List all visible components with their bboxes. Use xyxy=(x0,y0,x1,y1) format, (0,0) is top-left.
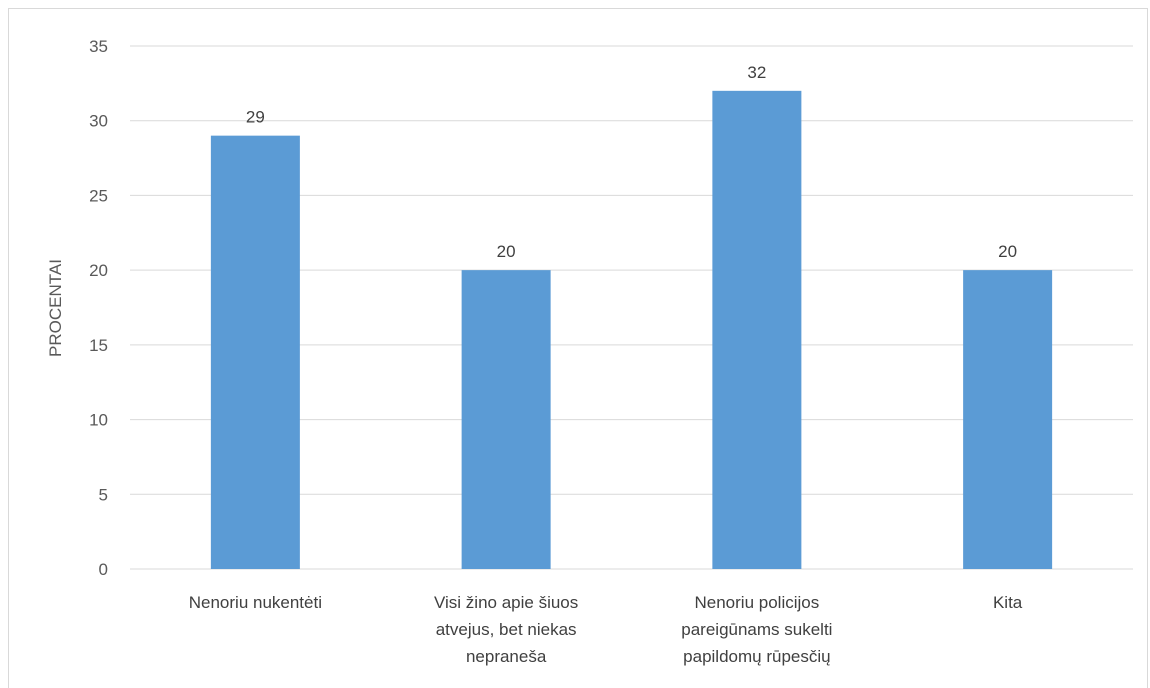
x-category-label: Visi žino apie šiuos atvejus, bet niekas n… xyxy=(434,593,578,666)
data-label: 32 xyxy=(747,63,766,82)
x-category-line: papildomų rūpesčių xyxy=(683,647,830,666)
y-tick-label: 30 xyxy=(89,112,108,131)
y-tick-label: 10 xyxy=(89,411,108,430)
x-category-label: Kita xyxy=(993,593,1023,612)
x-category-line: Kita xyxy=(993,593,1023,612)
x-category-line: atvejus, bet niekas xyxy=(436,620,577,639)
x-category-label: Nenoriu nukentėti xyxy=(189,593,322,612)
y-tick-label: 15 xyxy=(89,336,108,355)
bar xyxy=(963,270,1053,569)
y-tick-label: 5 xyxy=(99,485,108,504)
y-axis-ticks: 0 5 10 15 20 25 30 35 xyxy=(89,37,108,579)
y-tick-label: 35 xyxy=(89,37,108,56)
data-label: 20 xyxy=(998,242,1017,261)
x-axis-categories: Nenoriu nukentėti Visi žino apie šiuos atv… xyxy=(189,593,1023,666)
y-axis-label: PROCENTAI xyxy=(46,259,65,357)
y-tick-label: 0 xyxy=(99,560,108,579)
bar xyxy=(461,270,551,569)
bar xyxy=(712,90,802,569)
data-label: 29 xyxy=(246,108,265,127)
x-category-line: Visi žino apie šiuos xyxy=(434,593,578,612)
x-category-line: pareigūnams sukelti xyxy=(681,620,832,639)
y-tick-label: 20 xyxy=(89,261,108,280)
data-label: 20 xyxy=(497,242,516,261)
bars xyxy=(210,90,1053,569)
x-category-line: Nenoriu nukentėti xyxy=(189,593,322,612)
bar xyxy=(210,135,300,569)
chart-frame xyxy=(8,8,1148,688)
x-category-label: Nenoriu policijos pareigūnams sukelti papi… xyxy=(681,593,832,666)
x-category-line: Nenoriu policijos xyxy=(695,593,820,612)
data-labels: 29 20 32 20 xyxy=(246,63,1017,261)
x-category-line: nepraneša xyxy=(466,647,547,666)
y-tick-label: 25 xyxy=(89,186,108,205)
